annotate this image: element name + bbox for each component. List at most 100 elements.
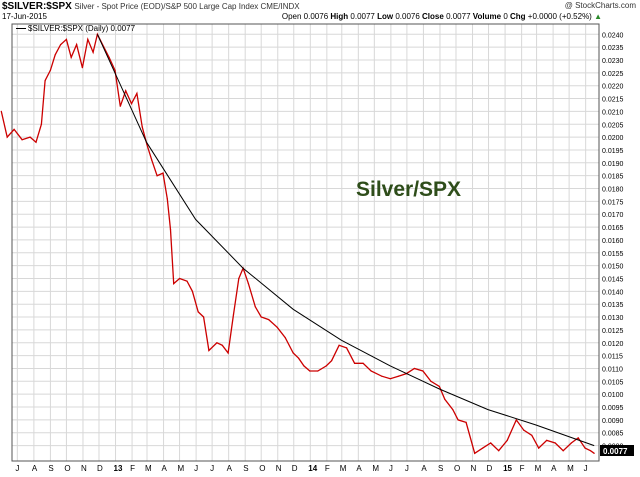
price-point: [260, 316, 262, 318]
x-tick-label: M: [145, 464, 152, 473]
price-point: [354, 362, 356, 364]
chg-value: +0.0000 (+0.52%): [527, 12, 592, 21]
y-tick-label: 0.0160: [602, 238, 624, 245]
price-point: [325, 365, 327, 367]
y-tick-label: 0.0145: [602, 276, 624, 283]
price-point: [584, 447, 586, 449]
price-point: [370, 370, 372, 372]
price-point: [452, 409, 454, 411]
price-point: [141, 126, 143, 128]
last-value-text: 0.0077: [603, 447, 628, 456]
price-point: [221, 344, 223, 346]
y-tick-label: 0.0215: [602, 97, 624, 104]
price-point: [13, 128, 15, 130]
open-value: 0.0076: [303, 12, 329, 21]
y-tick-label: 0.0180: [602, 187, 624, 194]
price-point: [60, 44, 62, 46]
last-value-tag: 0.0077: [600, 445, 634, 456]
y-tick-label: 0.0235: [602, 45, 624, 52]
symbol-description: Silver - Spot Price (EOD)/S&P 500 Large …: [74, 2, 300, 11]
y-tick-label: 0.0140: [602, 289, 624, 296]
x-tick-label: F: [130, 464, 135, 473]
price-point: [346, 347, 348, 349]
x-tick-label: N: [81, 464, 87, 473]
y-tick-label: 0.0200: [602, 135, 624, 142]
price-point: [397, 375, 399, 377]
price-point: [54, 54, 56, 56]
x-tick-label: N: [276, 464, 282, 473]
price-point: [156, 175, 158, 177]
x-tick-label: A: [551, 464, 557, 473]
y-tick-label: 0.0175: [602, 199, 624, 206]
trend-line: [96, 34, 595, 447]
price-point: [114, 69, 116, 71]
y-tick-label: 0.0230: [602, 58, 624, 65]
price-point: [70, 56, 72, 59]
price-point: [303, 365, 305, 367]
x-tick-label: O: [64, 464, 70, 473]
plot-frame: [11, 23, 600, 462]
chg-label: Chg: [510, 12, 526, 21]
x-tick-label: F: [520, 464, 525, 473]
price-point: [203, 316, 205, 318]
y-tick-label: 0.0225: [602, 71, 624, 78]
chart-annotation: Silver/SPX: [356, 178, 461, 201]
price-point: [254, 306, 256, 308]
price-point: [413, 367, 415, 370]
y-tick-label: 0.0240: [602, 32, 624, 39]
price-point: [422, 370, 424, 372]
close-label: Close: [422, 12, 444, 21]
high-label: High: [330, 12, 349, 21]
up-arrow-icon: ▲: [594, 12, 602, 21]
high-value: 0.0077: [350, 12, 375, 21]
price-point: [362, 362, 364, 364]
price-point: [208, 349, 210, 352]
price-point: [292, 352, 294, 354]
price-point: [457, 419, 459, 421]
price-point: [284, 337, 286, 339]
y-tick-label: 0.0210: [602, 109, 624, 116]
price-point: [92, 51, 94, 53]
price-point: [87, 38, 89, 41]
price-point: [179, 277, 181, 280]
x-tick-label: S: [48, 464, 53, 473]
price-point: [498, 450, 500, 452]
price-point: [570, 442, 572, 444]
price-point: [465, 421, 467, 423]
price-point: [197, 311, 199, 313]
price-series-line: [0, 32, 595, 455]
low-label: Low: [377, 12, 394, 21]
x-tick-label: M: [340, 464, 347, 473]
price-point: [577, 437, 579, 439]
y-tick-label: 0.0185: [602, 174, 624, 181]
y-tick-label: 0.0130: [602, 315, 624, 322]
price-point: [169, 229, 172, 231]
price-point: [538, 447, 540, 449]
legend: $SILVER:$SPX (Daily) 0.0077: [16, 24, 136, 33]
price-point: [49, 69, 52, 71]
low-value: 0.0076: [395, 12, 420, 21]
chart-header: $SILVER:$SPX Silver - Spot Price (EOD)/S…: [2, 1, 300, 13]
chart-series: [0, 32, 595, 455]
price-point: [389, 378, 391, 380]
y-tick-label: 0.0105: [602, 379, 624, 386]
x-tick-label: D: [292, 464, 298, 473]
price-point: [166, 198, 168, 200]
y-tick-label: 0.0125: [602, 328, 624, 335]
x-tick-label: D: [487, 464, 493, 473]
x-tick-label: O: [454, 464, 460, 473]
price-point: [191, 290, 193, 292]
x-tick-label: 13: [114, 464, 123, 473]
price-point: [482, 447, 484, 449]
price-point: [309, 370, 311, 372]
price-point: [216, 342, 218, 344]
x-tick-label: D: [97, 464, 103, 473]
x-tick-label: J: [405, 464, 409, 473]
price-point: [76, 44, 78, 46]
stockcharts-credit[interactable]: @ StockCharts.com: [564, 1, 636, 10]
price-point: [119, 105, 121, 107]
price-point: [136, 92, 138, 94]
x-tick-label: A: [227, 464, 233, 473]
price-point: [44, 80, 46, 82]
